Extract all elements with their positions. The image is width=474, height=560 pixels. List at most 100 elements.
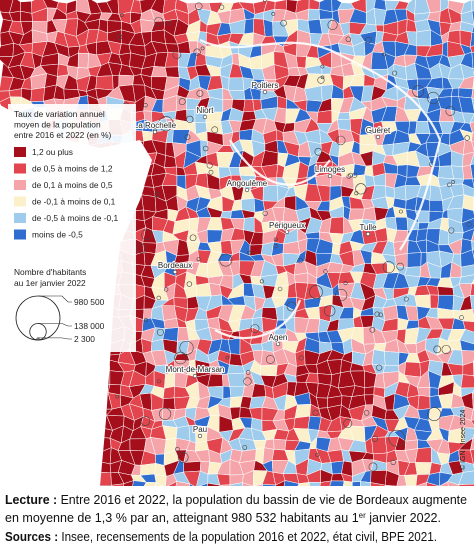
legend-label: de -0,5 à moins de -0,1	[32, 213, 118, 223]
commune-area	[317, 110, 332, 123]
city-marker	[193, 374, 197, 378]
city-marker	[173, 270, 177, 274]
commune-area	[244, 19, 254, 34]
legend-swatch	[14, 197, 26, 207]
commune-area	[142, 131, 152, 141]
legend-swatch	[14, 230, 26, 240]
commune-area	[228, 373, 245, 387]
caption-text: en moyenne de 1,3 % par an, atteignant 9…	[5, 511, 359, 525]
commune-area	[364, 395, 374, 405]
size-legend-title: Nombre d'habitants	[14, 267, 86, 277]
legend-label: de 0,5 à moins de 1,2	[32, 164, 113, 174]
city-marker	[245, 188, 249, 192]
commune-area	[372, 437, 388, 454]
legend-title: entre 2016 et 2022 (en %)	[14, 130, 112, 140]
city-label: Limoges	[315, 165, 345, 174]
commune-area	[405, 362, 421, 377]
commune-area	[244, 217, 255, 232]
commune-area	[430, 295, 439, 308]
city-label: Pau	[193, 425, 207, 434]
commune-area	[119, 75, 134, 86]
commune-area	[229, 78, 244, 91]
commune-area	[384, 351, 399, 365]
commune-area	[163, 327, 179, 341]
commune-area	[353, 175, 366, 189]
commune-area	[140, 463, 155, 475]
commune-area	[164, 371, 175, 388]
size-legend-label: 138 000	[74, 321, 105, 331]
commune-area	[230, 387, 244, 398]
legend-label: de -0,1 à moins de 0,1	[32, 197, 116, 207]
commune-area	[207, 230, 222, 243]
commune-area	[383, 305, 398, 320]
commune-area	[459, 88, 473, 98]
commune-area	[223, 386, 231, 399]
legend-title: moyen de la population	[14, 120, 101, 130]
commune-area	[415, 462, 431, 474]
city-label: Tulle	[359, 223, 377, 232]
city-label: Périgueux	[269, 221, 305, 230]
caption-lecture-line1: Lecture : Entre 2016 et 2022, la populat…	[5, 493, 467, 507]
commune-area	[430, 388, 439, 397]
caption-text: janvier 2022.	[366, 511, 441, 525]
size-legend-label: 2 300	[74, 334, 95, 344]
caption-sources: Sources : Insee, recensements de la popu…	[5, 530, 437, 544]
city-marker	[263, 90, 267, 94]
commune-area	[96, 76, 113, 90]
legend-label: 1,2 ou plus	[32, 147, 73, 157]
caption-lecture-line2: en moyenne de 1,3 % par an, atteignant 9…	[5, 511, 441, 525]
commune-area	[309, 0, 319, 9]
city-label: Mont-de-Marsan	[166, 365, 225, 374]
city-label: Guéret	[366, 126, 391, 135]
commune-area	[364, 387, 374, 395]
commune-area	[189, 41, 198, 53]
commune-area	[244, 99, 255, 111]
commune-area	[439, 229, 449, 245]
commune-area	[221, 211, 232, 218]
city-marker	[328, 174, 332, 178]
commune-area	[283, 241, 300, 254]
caption-label: Lecture :	[5, 493, 57, 507]
city-marker	[285, 230, 289, 234]
legend-title: Taux de variation annuel	[14, 109, 105, 119]
city-marker	[153, 130, 157, 134]
commune-area	[196, 283, 211, 296]
commune-area	[163, 386, 174, 398]
city-label: La Rochelle	[134, 121, 177, 130]
city-marker	[276, 342, 280, 346]
commune-area	[429, 200, 443, 212]
commune-area	[195, 162, 207, 174]
legend-label: de 0,1 à moins de 0,5	[32, 180, 113, 190]
commune-area	[274, 439, 286, 450]
commune-area	[418, 395, 430, 410]
commune-area	[415, 448, 431, 463]
commune-area	[438, 295, 454, 310]
commune-area	[165, 67, 179, 78]
commune-area	[386, 186, 395, 198]
commune-area	[275, 0, 287, 10]
caption-text: Entre 2016 et 2022, la population du bas…	[57, 493, 467, 507]
commune-area	[407, 253, 421, 268]
commune-area	[250, 344, 262, 351]
commune-area	[295, 404, 311, 418]
commune-area	[438, 166, 453, 179]
commune-area	[250, 56, 262, 70]
commune-area	[353, 164, 366, 176]
commune-area	[263, 19, 273, 36]
commune-area	[405, 475, 418, 487]
commune-area	[31, 87, 45, 101]
commune-area	[162, 306, 177, 321]
commune-area	[201, 140, 208, 157]
commune-area	[338, 112, 351, 119]
commune-area	[395, 217, 407, 230]
legend-swatch	[14, 180, 26, 190]
legend-swatch	[14, 213, 26, 223]
commune-area	[78, 53, 89, 68]
city-marker	[198, 434, 202, 438]
commune-area	[296, 56, 306, 68]
commune-area	[452, 166, 464, 179]
commune-area	[261, 365, 278, 376]
city-label: Angoulême	[227, 179, 268, 188]
